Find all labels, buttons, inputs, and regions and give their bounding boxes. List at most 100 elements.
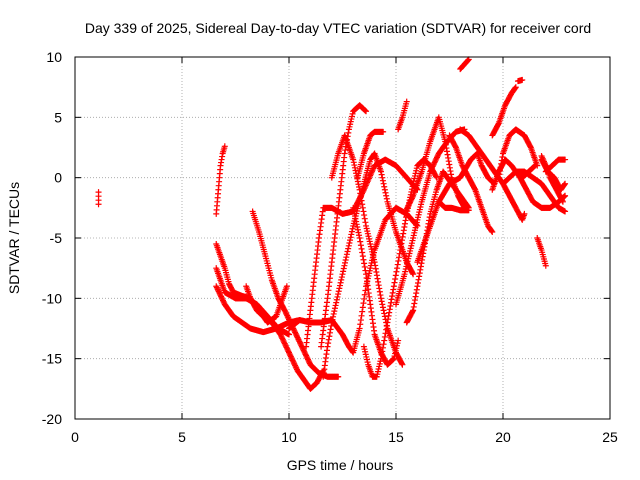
data-point <box>394 261 401 268</box>
data-point <box>410 307 417 314</box>
data-point <box>324 343 331 350</box>
series-arc-2 <box>213 143 228 217</box>
data-point <box>340 268 347 275</box>
series-arc-34 <box>514 76 526 85</box>
series-arc-23 <box>457 56 472 73</box>
data-point <box>379 348 386 355</box>
data-point <box>326 333 333 340</box>
series-arc-12 <box>328 132 406 368</box>
data-point <box>359 201 366 208</box>
data-point <box>356 235 363 241</box>
data-point <box>331 305 338 312</box>
data-point <box>433 173 440 180</box>
data-point <box>381 333 388 340</box>
data-point <box>330 310 337 317</box>
data-point <box>361 260 368 267</box>
data-point <box>379 304 386 311</box>
data-point <box>335 291 342 298</box>
data-point <box>360 300 367 307</box>
data-point <box>383 323 390 330</box>
x-tick-label: 15 <box>388 429 404 445</box>
data-point <box>378 352 385 359</box>
data-point <box>383 192 390 199</box>
data-point <box>395 254 402 261</box>
data-point <box>395 337 402 344</box>
data-point <box>362 107 369 114</box>
data-point <box>361 291 368 298</box>
data-point <box>345 245 352 252</box>
series-arc-11 <box>320 150 417 380</box>
data-point <box>489 228 496 235</box>
data-point <box>409 194 416 201</box>
y-tick-label: -10 <box>42 290 62 306</box>
data-point <box>337 279 344 286</box>
data-point <box>95 201 102 208</box>
data-point <box>362 219 369 226</box>
data-point <box>361 215 368 222</box>
data-point <box>358 245 365 252</box>
data-point <box>380 180 387 187</box>
data-point <box>340 265 347 272</box>
data-point <box>341 150 348 157</box>
data-point <box>359 304 366 311</box>
x-tick-label: 0 <box>71 429 79 445</box>
data-point <box>333 299 340 306</box>
data-point <box>378 298 385 305</box>
data-point <box>360 256 367 263</box>
data-point <box>379 344 386 351</box>
data-point <box>379 177 386 184</box>
data-point <box>359 308 366 315</box>
data-point <box>360 208 367 215</box>
data-point <box>378 171 385 178</box>
data-point <box>347 237 354 244</box>
data-point <box>358 312 365 319</box>
data-point <box>349 348 356 355</box>
data-point <box>382 189 389 196</box>
data-point <box>379 301 386 308</box>
data-point <box>347 234 354 241</box>
data-point <box>383 326 390 333</box>
x-tick-label: 5 <box>178 429 186 445</box>
data-point <box>343 251 350 258</box>
data-point <box>410 303 417 310</box>
data-point <box>395 257 402 264</box>
data-point <box>328 319 335 326</box>
data-point <box>392 272 399 279</box>
data-point <box>562 208 569 215</box>
data-point <box>326 329 333 336</box>
x-tick-label: 10 <box>281 429 297 445</box>
data-point <box>357 317 364 324</box>
y-tick-label: -15 <box>42 351 62 367</box>
data-point <box>344 248 351 255</box>
data-point <box>403 98 410 105</box>
data-point <box>357 238 364 245</box>
data-point <box>562 180 569 187</box>
data-point <box>342 259 349 266</box>
data-point <box>562 192 569 199</box>
y-tick-label: -20 <box>42 411 62 427</box>
data-point <box>383 195 390 202</box>
series-arc-33 <box>542 156 569 175</box>
data-point <box>391 279 398 286</box>
y-tick-label: 5 <box>54 109 62 125</box>
series-arc-25 <box>489 84 519 139</box>
data-marks <box>95 56 569 392</box>
data-point <box>413 290 420 297</box>
data-point <box>396 250 403 257</box>
grid <box>75 57 610 419</box>
data-point <box>357 242 364 249</box>
data-point <box>358 197 365 204</box>
data-point <box>521 210 528 217</box>
series-arc-29 <box>512 162 539 181</box>
y-tick-label: -5 <box>50 230 63 246</box>
data-point <box>379 174 386 181</box>
y-axis-label: SDTVAR / TECUs <box>6 182 22 294</box>
data-point <box>413 286 420 293</box>
data-point <box>512 85 519 92</box>
data-point <box>333 296 340 303</box>
data-point <box>339 271 346 278</box>
x-tick-label: 20 <box>495 429 511 445</box>
data-point <box>359 249 366 256</box>
data-point <box>338 274 345 281</box>
